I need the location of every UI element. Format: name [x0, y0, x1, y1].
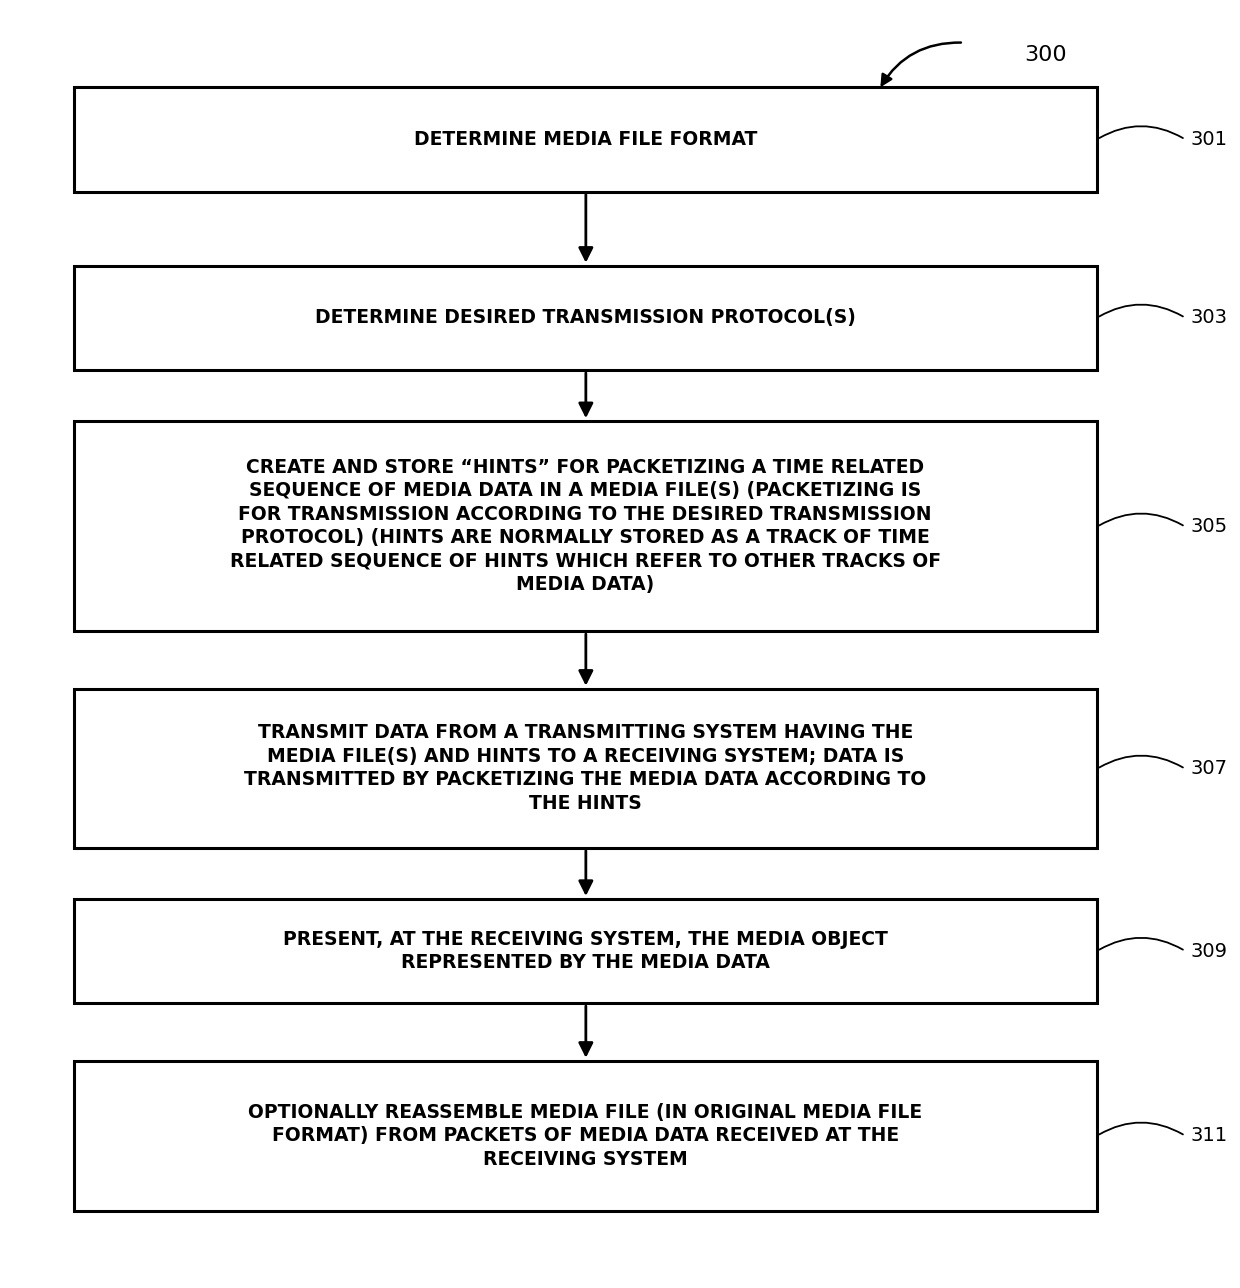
Text: 301: 301 — [1190, 130, 1228, 149]
Text: 300: 300 — [1024, 45, 1066, 66]
FancyBboxPatch shape — [73, 899, 1097, 1003]
FancyBboxPatch shape — [73, 265, 1097, 370]
Text: 309: 309 — [1190, 942, 1228, 961]
Text: 311: 311 — [1190, 1126, 1228, 1145]
Text: CREATE AND STORE “HINTS” FOR PACKETIZING A TIME RELATED
SEQUENCE OF MEDIA DATA I: CREATE AND STORE “HINTS” FOR PACKETIZING… — [229, 459, 941, 594]
FancyBboxPatch shape — [73, 421, 1097, 631]
FancyBboxPatch shape — [73, 1060, 1097, 1211]
Text: OPTIONALLY REASSEMBLE MEDIA FILE (IN ORIGINAL MEDIA FILE
FORMAT) FROM PACKETS OF: OPTIONALLY REASSEMBLE MEDIA FILE (IN ORI… — [248, 1103, 923, 1168]
FancyBboxPatch shape — [73, 88, 1097, 192]
Text: 307: 307 — [1190, 760, 1228, 778]
Text: DETERMINE MEDIA FILE FORMAT: DETERMINE MEDIA FILE FORMAT — [414, 130, 756, 149]
Text: DETERMINE DESIRED TRANSMISSION PROTOCOL(S): DETERMINE DESIRED TRANSMISSION PROTOCOL(… — [315, 308, 856, 327]
Text: 305: 305 — [1190, 518, 1228, 536]
Text: TRANSMIT DATA FROM A TRANSMITTING SYSTEM HAVING THE
MEDIA FILE(S) AND HINTS TO A: TRANSMIT DATA FROM A TRANSMITTING SYSTEM… — [244, 724, 926, 813]
Text: PRESENT, AT THE RECEIVING SYSTEM, THE MEDIA OBJECT
REPRESENTED BY THE MEDIA DATA: PRESENT, AT THE RECEIVING SYSTEM, THE ME… — [283, 930, 888, 972]
Text: 303: 303 — [1190, 308, 1228, 327]
FancyBboxPatch shape — [73, 689, 1097, 848]
